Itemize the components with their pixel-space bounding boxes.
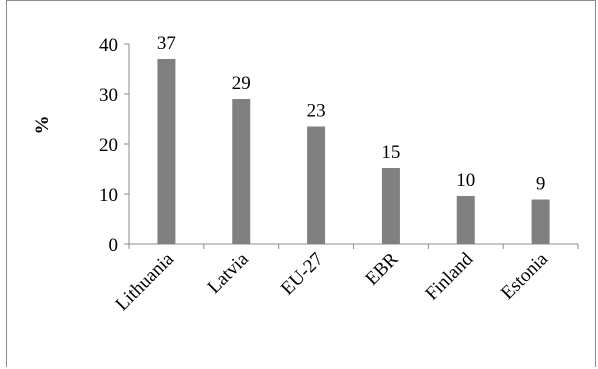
data-label: 37	[157, 33, 176, 54]
bars	[157, 59, 550, 244]
y-axis-label: %	[32, 116, 53, 135]
y-tick-label: 40	[99, 35, 118, 56]
y-tick-label: 30	[99, 85, 118, 106]
y-tick-label: 0	[109, 235, 119, 256]
data-labels: 37 29 23 15 10 9	[157, 33, 545, 195]
chart-frame	[6, 0, 596, 367]
data-label: 29	[232, 73, 251, 94]
data-label: 23	[307, 101, 326, 122]
bar-estonia	[531, 199, 550, 244]
y-axis: 0 10 20 30 40	[99, 35, 130, 256]
x-tick-label: Estonia	[497, 248, 553, 304]
x-tick-label: Latvia	[204, 248, 254, 298]
data-label: 15	[381, 142, 400, 163]
data-label: 10	[456, 170, 475, 191]
x-axis: Lithuania Latvia EU-27 EBR Finland Estonia	[112, 243, 579, 315]
x-tick-label: Finland	[421, 248, 477, 304]
bar-latvia	[232, 99, 251, 244]
x-tick-label: EBR	[361, 248, 402, 289]
x-tick-label: Lithuania	[112, 248, 179, 315]
x-tick-label: EU-27	[277, 249, 328, 300]
bar-eu-27	[307, 126, 326, 244]
y-tick-label: 10	[99, 185, 118, 206]
data-label: 9	[536, 174, 546, 195]
bar-ebr	[381, 168, 400, 244]
bar-finland	[456, 196, 475, 244]
bar-lithuania	[157, 59, 176, 244]
y-tick-label: 20	[99, 135, 118, 156]
